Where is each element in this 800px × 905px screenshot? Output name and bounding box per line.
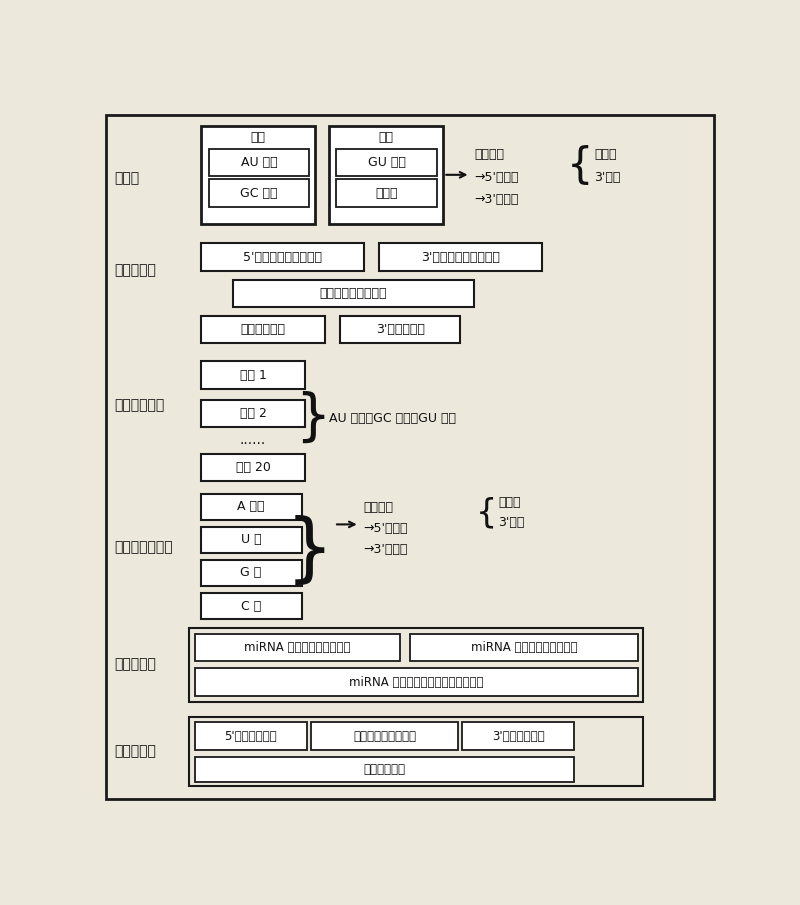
FancyBboxPatch shape (194, 757, 574, 782)
FancyBboxPatch shape (336, 148, 437, 176)
FancyBboxPatch shape (189, 628, 642, 701)
Text: →3'側翅序: →3'側翅序 (474, 193, 518, 206)
FancyBboxPatch shape (410, 634, 638, 662)
FancyBboxPatch shape (379, 243, 542, 272)
FancyBboxPatch shape (209, 179, 310, 207)
Text: 3'側翅有效模式: 3'側翅有效模式 (492, 729, 545, 743)
FancyBboxPatch shape (462, 722, 574, 750)
Text: GC 匹配: GC 匹配 (240, 186, 278, 200)
Text: 结合位点有效模式比: 结合位点有效模式比 (353, 729, 416, 743)
FancyBboxPatch shape (201, 316, 325, 344)
Text: 总有效模式比: 总有效模式比 (363, 763, 406, 776)
Text: 基于位置特征: 基于位置特征 (114, 398, 164, 412)
Text: 匹配: 匹配 (250, 131, 266, 145)
FancyBboxPatch shape (234, 280, 474, 308)
Text: miRNA 结合后二级结构自由: miRNA 结合后二级结构自由 (470, 641, 577, 654)
FancyBboxPatch shape (194, 669, 638, 696)
Text: →3'側翅序: →3'側翅序 (363, 542, 408, 556)
Text: 基于模式特: 基于模式特 (114, 745, 156, 758)
FancyBboxPatch shape (310, 722, 458, 750)
Text: 3'部分: 3'部分 (594, 171, 621, 185)
Text: miRNA 结合前后二级结构自由能变化: miRNA 结合前后二级结构自由能变化 (349, 676, 483, 689)
Text: 种子区: 种子区 (594, 148, 617, 161)
Text: 其他错: 其他错 (375, 186, 398, 200)
FancyBboxPatch shape (329, 126, 443, 224)
Text: AU 匹配: AU 匹配 (241, 156, 277, 169)
FancyBboxPatch shape (201, 126, 315, 224)
Text: 核苷酸组成特征: 核苷酸组成特征 (114, 540, 173, 555)
Text: 5'端側翅序列匹配自由: 5'端側翅序列匹配自由 (242, 251, 322, 263)
Text: 位置 2: 位置 2 (240, 407, 266, 420)
Text: }: } (294, 391, 330, 445)
Text: 3'部分自由能: 3'部分自由能 (376, 323, 425, 336)
FancyBboxPatch shape (201, 400, 306, 427)
Text: 结构特: 结构特 (114, 171, 139, 185)
Text: 结合位点匹配自由能: 结合位点匹配自由能 (320, 287, 387, 300)
Text: GU 配对: GU 配对 (368, 156, 406, 169)
Text: miRNA 结合前二级结构自由: miRNA 结合前二级结构自由 (244, 641, 350, 654)
FancyBboxPatch shape (201, 527, 302, 553)
Text: C 含: C 含 (241, 599, 262, 613)
Text: {: { (475, 496, 497, 529)
FancyBboxPatch shape (340, 316, 460, 344)
FancyBboxPatch shape (201, 593, 302, 619)
FancyBboxPatch shape (201, 243, 363, 272)
FancyBboxPatch shape (194, 722, 307, 750)
Text: ......: ...... (239, 433, 266, 447)
FancyBboxPatch shape (201, 361, 306, 389)
Text: 结合位点: 结合位点 (363, 501, 394, 514)
Text: A 含量: A 含量 (238, 500, 265, 513)
FancyBboxPatch shape (201, 453, 306, 481)
Text: 二级结构特: 二级结构特 (114, 658, 156, 672)
Text: 3'部分: 3'部分 (498, 517, 525, 529)
Text: 种子区: 种子区 (498, 496, 521, 510)
Text: AU 匹配，GC 匹配，GU 配对: AU 匹配，GC 匹配，GU 配对 (329, 412, 456, 424)
Text: 结合位点: 结合位点 (474, 148, 504, 161)
FancyBboxPatch shape (336, 179, 437, 207)
Text: 3'端側翅序列匹配自由: 3'端側翅序列匹配自由 (421, 251, 500, 263)
Text: →5'側翅序: →5'側翅序 (363, 522, 408, 535)
Text: 位置 1: 位置 1 (240, 368, 266, 382)
Text: {: { (567, 146, 594, 187)
Text: 种子区自由能: 种子区自由能 (240, 323, 286, 336)
Text: 热力学特征: 热力学特征 (114, 263, 156, 277)
Text: 位置 20: 位置 20 (236, 461, 270, 474)
Text: 5'側翅有效模式: 5'側翅有效模式 (225, 729, 277, 743)
FancyBboxPatch shape (209, 148, 310, 176)
Text: 错配: 错配 (378, 131, 394, 145)
Text: U 含: U 含 (241, 533, 262, 547)
Text: →5'側翅序: →5'側翅序 (474, 171, 519, 185)
Text: }: } (286, 515, 333, 588)
Text: G 含: G 含 (241, 567, 262, 579)
FancyBboxPatch shape (201, 493, 302, 519)
FancyBboxPatch shape (201, 560, 302, 586)
FancyBboxPatch shape (106, 115, 714, 799)
FancyBboxPatch shape (194, 634, 400, 662)
FancyBboxPatch shape (189, 717, 642, 786)
